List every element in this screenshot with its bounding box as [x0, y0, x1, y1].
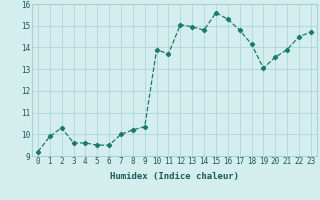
- X-axis label: Humidex (Indice chaleur): Humidex (Indice chaleur): [110, 172, 239, 181]
